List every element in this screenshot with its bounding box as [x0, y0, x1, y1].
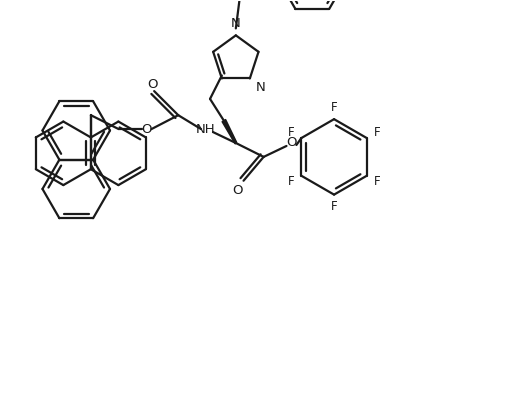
Text: O: O: [147, 78, 157, 91]
Text: O: O: [232, 184, 243, 197]
Text: N: N: [231, 18, 241, 30]
Text: F: F: [288, 126, 294, 139]
Text: F: F: [331, 101, 337, 114]
Text: F: F: [374, 175, 380, 188]
Text: O: O: [286, 137, 297, 150]
Text: F: F: [331, 200, 337, 213]
Text: F: F: [288, 175, 294, 188]
Text: O: O: [141, 123, 152, 136]
Text: N: N: [256, 82, 266, 94]
Text: F: F: [374, 126, 380, 139]
Text: NH: NH: [196, 123, 216, 136]
